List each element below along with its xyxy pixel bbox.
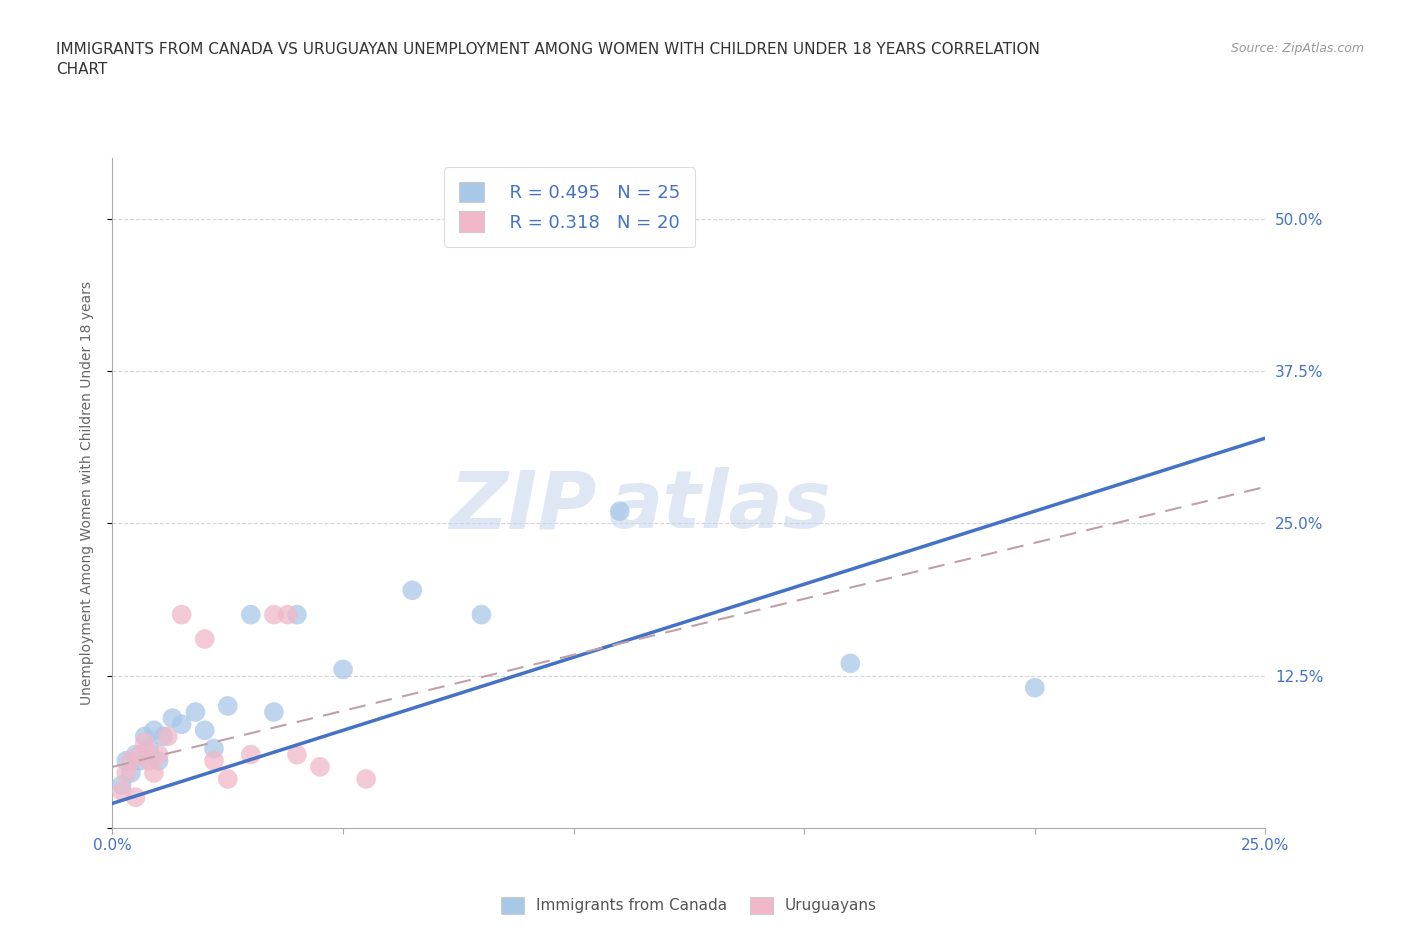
Point [332,662,354,677]
Point [285,607,308,622]
Point [143,765,166,780]
Point [138,753,160,768]
Point [148,753,170,768]
Text: Source: ZipAtlas.com: Source: ZipAtlas.com [1230,42,1364,55]
Point [115,753,138,768]
Point [111,784,134,799]
Legend: Immigrants from Canada, Uruguayans: Immigrants from Canada, Uruguayans [494,889,884,922]
Point [111,777,134,792]
Point [134,729,156,744]
Point [470,607,492,622]
Point [138,741,160,756]
Point [120,765,142,780]
Y-axis label: Unemployment Among Women with Children Under 18 years: Unemployment Among Women with Children U… [80,281,94,705]
Point [277,607,299,622]
Point [309,760,332,775]
Point [263,607,285,622]
Point [401,583,423,598]
Point [285,747,308,762]
Point [184,705,207,720]
Point [162,711,184,725]
Point [354,772,377,787]
Point [1024,680,1046,695]
Point [120,753,142,768]
Point [609,504,631,519]
Point [129,747,152,762]
Point [115,765,138,780]
Point [239,747,262,762]
Point [129,753,152,768]
Text: ZIP: ZIP [450,467,596,545]
Point [194,631,217,646]
Point [134,735,156,750]
Text: atlas: atlas [609,467,831,545]
Point [124,747,146,762]
Point [170,607,193,622]
Point [152,729,174,744]
Point [839,656,862,671]
Point [170,717,193,732]
Point [202,741,225,756]
Point [156,729,179,744]
Text: IMMIGRANTS FROM CANADA VS URUGUAYAN UNEMPLOYMENT AMONG WOMEN WITH CHILDREN UNDER: IMMIGRANTS FROM CANADA VS URUGUAYAN UNEM… [56,42,1040,76]
Point [217,772,239,787]
Point [202,753,225,768]
Point [239,607,262,622]
Point [263,705,285,720]
Point [148,747,170,762]
Point [194,723,217,737]
Point [217,698,239,713]
Point [143,723,166,737]
Point [124,790,146,804]
